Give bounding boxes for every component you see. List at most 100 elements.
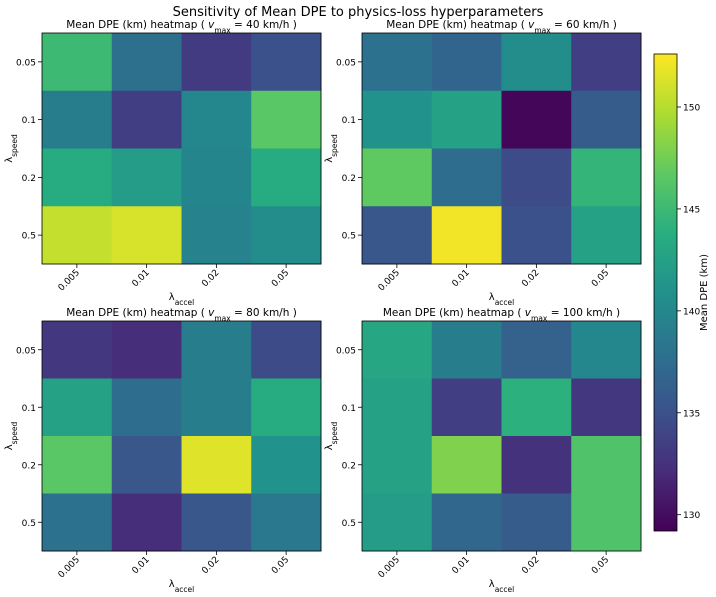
heatmap-cell (571, 378, 642, 437)
heatmap-cell (42, 493, 113, 552)
y-axis-label: λspeed (324, 421, 339, 450)
heatmap-cell (571, 148, 642, 207)
y-tick-label: 0.5 (342, 519, 356, 529)
heatmap-cell (431, 206, 502, 265)
heatmap-cell (501, 148, 572, 207)
heatmap-cell (111, 321, 182, 379)
heatmap-cell (571, 90, 642, 149)
heatmap-cell (501, 206, 572, 265)
heatmap-cell (431, 436, 502, 494)
heatmap-cell (362, 493, 433, 552)
heatmap-cell (571, 321, 642, 379)
colorbar-gradient (653, 53, 678, 532)
heatmap-cell (42, 90, 113, 149)
heatmap-cell (251, 33, 322, 92)
x-tick-label: 0.05 (270, 268, 291, 289)
heatmap-cell (251, 206, 322, 265)
heatmap-cell (431, 90, 502, 149)
panel-title: Mean DPE (km) heatmap ( vmax = 100 km/h … (383, 307, 620, 323)
x-tick-label: 0.02 (520, 268, 541, 289)
heatmap-cell (111, 206, 182, 265)
panel-title: Mean DPE (km) heatmap ( vmax = 60 km/h ) (386, 19, 617, 35)
y-tick-label: 0.05 (16, 346, 36, 356)
colorbar: 130 135 140 145 150 Mean DPE (km) (653, 53, 710, 532)
heatmap-cell (571, 493, 642, 552)
y-tick-label: 0.2 (22, 174, 36, 184)
x-tick-label: 0.005 (377, 268, 402, 293)
y-tick-label: 0.1 (342, 404, 356, 414)
y-tick-label: 0.5 (342, 232, 356, 242)
heatmap-cell (251, 321, 322, 379)
heatmap-cell (501, 436, 572, 494)
panel-title: Mean DPE (km) heatmap ( vmax = 40 km/h ) (66, 19, 297, 35)
x-tick-label: 0.01 (450, 268, 471, 289)
x-tick-label: 0.02 (520, 555, 541, 576)
x-axis-label: λaccel (169, 579, 194, 594)
heatmap-cell (362, 321, 433, 379)
panel-title: Mean DPE (km) heatmap ( vmax = 80 km/h ) (66, 307, 297, 323)
x-tick-label: 0.05 (270, 555, 291, 576)
heatmap-cell (42, 33, 113, 92)
heatmap-cell (111, 436, 182, 494)
heatmap-cell (42, 378, 113, 437)
heatmap-cell (251, 148, 322, 207)
y-tick-label: 0.05 (336, 58, 356, 68)
heatmap-cell (501, 90, 572, 149)
heatmap-cell (251, 436, 322, 494)
heatmap-cell (251, 378, 322, 437)
y-tick-label: 0.2 (22, 461, 36, 471)
heatmap-cell (431, 148, 502, 207)
x-tick-label: 0.005 (377, 555, 402, 580)
x-tick-label: 0.005 (57, 555, 82, 580)
y-tick-label: 0.1 (22, 116, 36, 126)
heatmap-cell (111, 90, 182, 149)
heatmap-cell (251, 493, 322, 552)
x-tick-label: 0.01 (130, 268, 151, 289)
y-tick-label: 0.05 (336, 346, 356, 356)
x-axis-label: λaccel (169, 292, 194, 307)
heatmap-cell (181, 206, 252, 265)
y-tick-label: 0.2 (342, 174, 356, 184)
y-axis-label: λspeed (4, 134, 19, 163)
x-tick-label: 0.02 (200, 555, 221, 576)
heatmap-cell (431, 493, 502, 552)
heatmap-cell (571, 436, 642, 494)
heatmap-cell (181, 90, 252, 149)
colorbar-tick-label: 145 (683, 205, 700, 215)
heatmap-cell (251, 90, 322, 149)
heatmap-cell (362, 90, 433, 149)
heatmap-cell (362, 436, 433, 494)
colorbar-label: Mean DPE (km) (699, 254, 710, 331)
heatmap-cell (501, 321, 572, 379)
plot-frame (361, 320, 642, 552)
plot-frame (41, 32, 322, 265)
heatmap-cell (431, 33, 502, 92)
y-tick-label: 0.5 (22, 519, 36, 529)
heatmap-panel: Mean DPE (km) heatmap ( vmax = 60 km/h )… (324, 19, 642, 307)
y-tick-label: 0.5 (22, 232, 36, 242)
heatmap-cell (111, 378, 182, 437)
heatmap-cell (431, 321, 502, 379)
heatmap-cell (362, 33, 433, 92)
heatmap-cell (362, 148, 433, 207)
heatmap-panels: Mean DPE (km) heatmap ( vmax = 40 km/h )… (4, 19, 642, 594)
heatmap-cell (431, 378, 502, 437)
colorbar-tick-label: 130 (683, 511, 700, 521)
x-tick-label: 0.02 (200, 268, 221, 289)
heatmap-cell (111, 148, 182, 207)
y-tick-label: 0.05 (16, 58, 36, 68)
colorbar-tick-label: 150 (683, 104, 700, 114)
heatmap-cell (111, 33, 182, 92)
y-tick-label: 0.2 (342, 461, 356, 471)
x-tick-label: 0.01 (130, 555, 151, 576)
heatmap-cell (181, 378, 252, 437)
heatmap-cell (42, 321, 113, 379)
heatmap-cell (571, 206, 642, 265)
plot-frame (41, 320, 322, 552)
heatmap-cell (181, 493, 252, 552)
plot-frame (361, 32, 642, 265)
heatmap-cell (181, 33, 252, 92)
heatmap-cell (42, 148, 113, 207)
x-tick-label: 0.005 (57, 268, 82, 293)
heatmap-cell (362, 206, 433, 265)
